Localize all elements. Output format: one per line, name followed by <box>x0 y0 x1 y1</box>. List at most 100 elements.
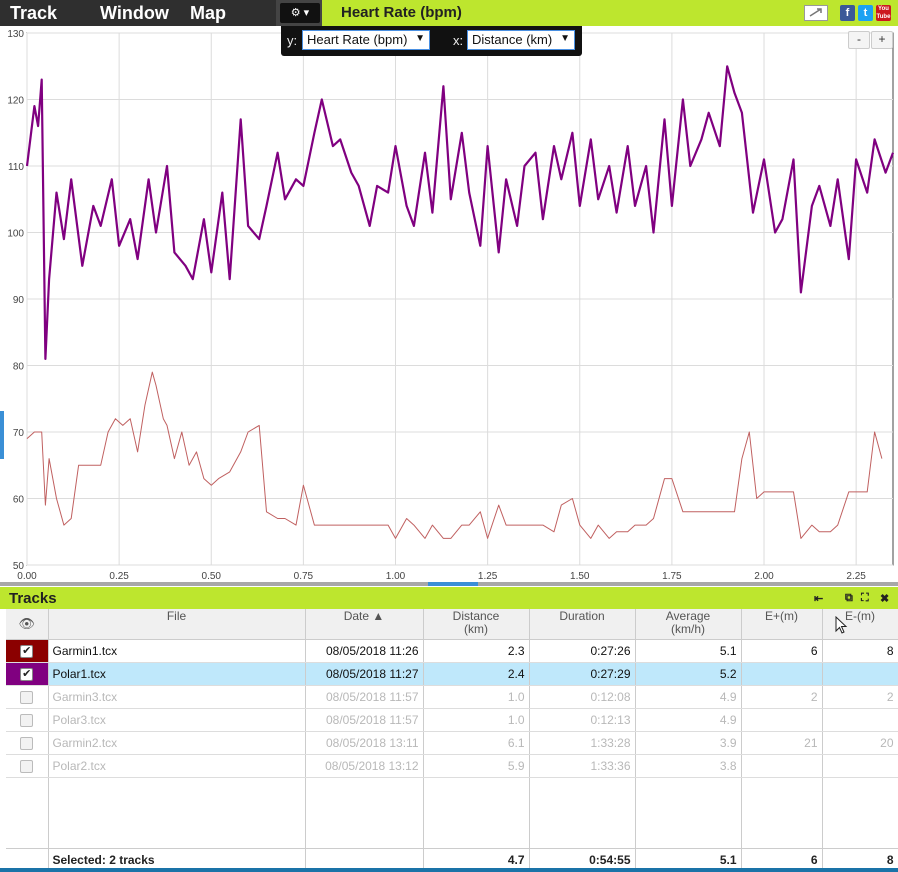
cell-file: Garmin2.tcx <box>48 731 306 755</box>
cell-eplus <box>741 708 823 732</box>
y-tick-label: 80 <box>13 362 25 373</box>
cell-date: 08/05/2018 11:26 <box>305 639 424 663</box>
eye-icon: 👁 <box>18 616 35 632</box>
row-checkbox[interactable] <box>20 736 34 750</box>
cell-file: Garmin1.tcx <box>48 639 306 663</box>
series-line-2 <box>26 371 883 539</box>
y-tick-label: 50 <box>13 561 25 572</box>
dock-left-icon[interactable]: ⇤ <box>814 593 824 605</box>
dropdown-arrow-icon: ▼ <box>560 33 570 44</box>
y-axis-label: y: <box>287 33 298 48</box>
cell-duration: 1:33:36 <box>529 754 636 778</box>
cell-eminus <box>822 754 898 778</box>
average-column-header[interactable]: Average (km/h) <box>635 609 742 640</box>
menu-window[interactable]: Window <box>100 3 169 23</box>
x-tick-label: 1.25 <box>478 571 498 582</box>
cell-file: Garmin3.tcx <box>48 685 306 709</box>
x-axis-value: Distance (km) <box>472 32 553 47</box>
mouse-cursor-icon <box>835 616 848 634</box>
zoom-out-button[interactable]: - <box>848 31 870 49</box>
cell-duration: 0:12:13 <box>529 708 636 732</box>
x-axis-ticks: 0.00 0.25 0.50 0.75 1.00 1.25 1.50 1.75 2.00 2.25 <box>17 571 866 582</box>
cell-date: 08/05/2018 11:57 <box>305 685 424 709</box>
row-checkbox[interactable]: ✔ <box>20 667 34 681</box>
zoom-in-button[interactable]: + <box>871 31 893 49</box>
x-tick-label: 2.00 <box>754 571 774 582</box>
row-checkbox[interactable] <box>20 690 34 704</box>
eplus-column-header[interactable]: E+(m) <box>741 609 823 640</box>
average-header-unit: (km/h) <box>671 622 705 636</box>
heart-rate-chart[interactable]: 50 60 70 80 90 100 110 120 130 0.00 0.25 0.50 0.75 1… <box>0 26 898 584</box>
file-column-header[interactable]: File <box>48 609 306 640</box>
tracks-table: 👁 File Date ▲ Distance (km) Duration Ave… <box>6 609 898 872</box>
cell-distance: 6.1 <box>423 731 530 755</box>
cell-eminus <box>822 708 898 732</box>
menu-map[interactable]: Map <box>190 3 226 23</box>
row-checkbox[interactable] <box>20 759 34 773</box>
cell-duration: 0:12:08 <box>529 685 636 709</box>
x-tick-label: 0.25 <box>109 571 129 582</box>
left-edge-handle[interactable] <box>0 411 4 459</box>
cell-file: Polar1.tcx <box>48 662 306 686</box>
bottom-status-strip <box>0 868 898 872</box>
splitter-handle[interactable] <box>428 582 478 586</box>
duration-column-header[interactable]: Duration <box>529 609 636 640</box>
table-row[interactable]: Polar2.tcx 08/05/2018 13:12 5.9 1:33:36 3.8 <box>6 754 898 778</box>
cell-average: 5.1 <box>635 639 742 663</box>
y-tick-label: 70 <box>13 428 25 439</box>
cell-duration: 1:33:28 <box>529 731 636 755</box>
table-row[interactable]: ✔ Polar1.tcx 08/05/2018 11:27 2.4 0:27:29 5.2 <box>6 662 898 686</box>
y-tick-label: 90 <box>13 295 25 306</box>
cell-file: Polar2.tcx <box>48 754 306 778</box>
visibility-column-header[interactable]: 👁 <box>6 609 49 640</box>
cell-average: 3.8 <box>635 754 742 778</box>
expand-icon[interactable] <box>804 5 828 21</box>
menu-track[interactable]: Track <box>10 3 58 23</box>
table-row[interactable]: Garmin3.tcx 08/05/2018 11:57 1.0 0:12:08 4.9… <box>6 685 898 709</box>
cell-date: 08/05/2018 13:11 <box>305 731 424 755</box>
cell-average: 3.9 <box>635 731 742 755</box>
cell-eminus <box>822 662 898 686</box>
youtube-icon[interactable]: You Tube <box>876 5 891 21</box>
total-duration: 0:54:55 <box>529 847 636 872</box>
row-visibility-cell: ✔ <box>6 662 49 686</box>
cell-average: 4.9 <box>635 708 742 732</box>
y-tick-label: 120 <box>7 96 24 107</box>
series-line-1 <box>25 65 895 360</box>
twitter-icon[interactable]: t <box>858 5 873 21</box>
table-row[interactable]: ✔ Garmin1.tcx 08/05/2018 11:26 2.3 0:27:26 5.… <box>6 639 898 663</box>
y-axis-ticks: 50 60 70 80 90 100 110 120 130 <box>7 29 24 572</box>
maximize-window-icon[interactable]: ⛶ <box>861 592 869 604</box>
cell-eminus: 8 <box>822 639 898 663</box>
row-visibility-cell <box>6 685 49 709</box>
y-tick-label: 130 <box>7 29 24 40</box>
table-row[interactable]: Polar3.tcx 08/05/2018 11:57 1.0 0:12:13 4.9 <box>6 708 898 732</box>
cell-eminus: 2 <box>822 685 898 709</box>
tracks-panel-header: Tracks ⇤ ⧉ ⛶ ✖ <box>0 587 898 609</box>
eminus-column-header[interactable]: E-(m) <box>822 609 898 640</box>
row-visibility-cell: ✔ <box>6 639 49 663</box>
cell-eplus: 6 <box>741 639 823 663</box>
date-column-header[interactable]: Date ▲ <box>305 609 424 640</box>
x-tick-label: 2.25 <box>846 571 866 582</box>
cell-distance: 5.9 <box>423 754 530 778</box>
grid-lines <box>26 32 893 566</box>
y-axis-select[interactable]: Heart Rate (bpm) ▼ <box>302 30 430 50</box>
restore-window-icon[interactable]: ⧉ <box>845 592 853 604</box>
y-axis-value: Heart Rate (bpm) <box>307 32 408 47</box>
x-axis-select[interactable]: Distance (km) ▼ <box>467 30 575 50</box>
table-row[interactable]: Garmin2.tcx 08/05/2018 13:11 6.1 1:33:28 3.9… <box>6 731 898 755</box>
cell-date: 08/05/2018 13:12 <box>305 754 424 778</box>
settings-gear-button[interactable]: ⚙ ▾ <box>280 3 320 23</box>
row-checkbox[interactable] <box>20 713 34 727</box>
distance-header-label: Distance <box>452 609 500 623</box>
cell-distance: 1.0 <box>423 708 530 732</box>
distance-header-unit: (km) <box>464 622 488 636</box>
row-checkbox[interactable]: ✔ <box>20 644 34 658</box>
cell-average: 4.9 <box>635 685 742 709</box>
close-window-icon[interactable]: ✖ <box>880 593 890 605</box>
facebook-icon[interactable]: f <box>840 5 855 21</box>
distance-column-header[interactable]: Distance (km) <box>423 609 530 640</box>
x-tick-label: 0.50 <box>202 571 222 582</box>
cell-eplus: 2 <box>741 685 823 709</box>
